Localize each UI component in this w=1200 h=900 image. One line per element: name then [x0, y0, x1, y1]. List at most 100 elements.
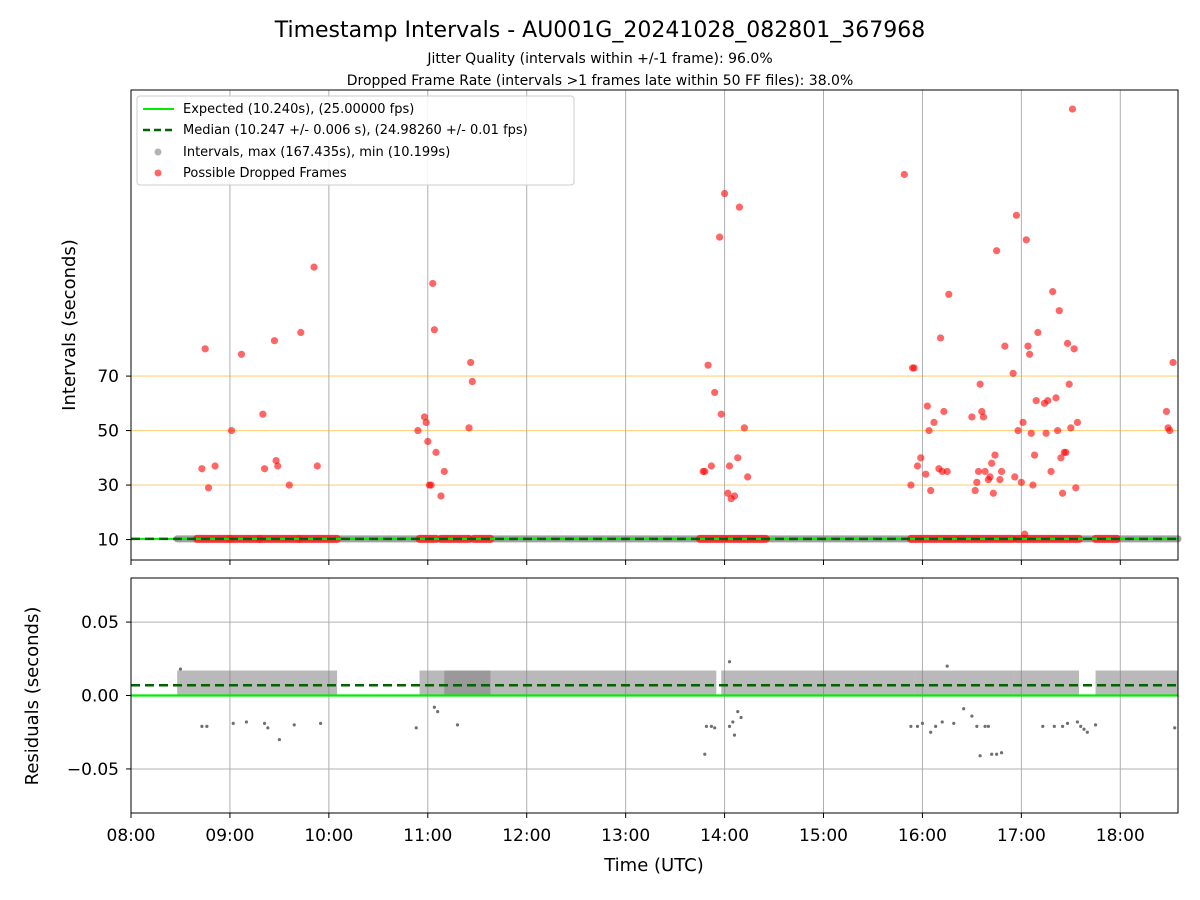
residuals-point-cluster	[721, 670, 915, 696]
x-axis-label: Time (UTC)	[603, 855, 704, 876]
residual-point	[975, 724, 979, 728]
dropped-frame-point	[716, 233, 724, 241]
residuals-y-tick-label: 0.05	[81, 613, 119, 633]
residual-point	[200, 724, 204, 728]
residual-point	[1041, 724, 1045, 728]
x-tick-label: 11:00	[403, 826, 452, 846]
dropped-frame-point	[204, 484, 213, 492]
residual-point	[727, 724, 732, 728]
residual-point	[732, 733, 737, 737]
dropped-frame-point	[1012, 211, 1021, 219]
dropped-frame-point	[1162, 407, 1171, 416]
dropped-frame-point	[1063, 339, 1072, 347]
dropped-frame-point	[930, 418, 938, 427]
residual-point	[1079, 724, 1083, 728]
legend-intervals-label: Intervals, max (167.435s), min (10.199s)	[183, 145, 450, 160]
intervals-reference-lines	[131, 375, 1178, 486]
dropped-frame-point	[1166, 426, 1174, 435]
dropped-frame-point	[1022, 236, 1030, 244]
dropped-frame-point	[971, 486, 979, 495]
residual-point	[731, 720, 735, 724]
legend-median-label: Median (10.247 +/- 0.006 s), (24.98260 +…	[183, 123, 528, 138]
residual-point	[909, 724, 913, 728]
x-tick-label: 18:00	[1096, 826, 1145, 846]
residual-point	[1065, 721, 1070, 726]
dropped-frame-point	[978, 407, 986, 416]
dropped-frame-point	[1011, 473, 1019, 481]
legend: Expected (10.240s), (25.00000 fps) Media…	[136, 95, 575, 186]
legend-dropped-label: Possible Dropped Frames	[183, 166, 347, 181]
dropped-frame-point	[297, 328, 305, 337]
x-tick-label: 13:00	[601, 826, 650, 846]
dropped-frame-point	[430, 326, 438, 334]
dropped-frame-point	[432, 448, 440, 456]
dropped-frame-point	[1070, 345, 1078, 353]
dropped-frame-point	[989, 489, 997, 497]
intervals-y-axis-label: Intervals (seconds)	[59, 239, 80, 411]
x-tick-label: 10:00	[304, 826, 353, 846]
dropped-frame-point	[1030, 451, 1039, 459]
dropped-frame-point	[927, 486, 935, 495]
dropped-frame-point	[1021, 530, 1029, 538]
dropped-frame-point	[272, 456, 280, 465]
dropped-frame-point	[744, 473, 752, 481]
dropped-frame-point	[201, 345, 209, 353]
residuals-y-tick-label: 0.00	[81, 687, 119, 707]
dropped-frame-point	[310, 263, 318, 271]
dropped-frame-point	[991, 451, 999, 459]
residuals-x-ticks: 08:00 09:00 10:00 11:00 12:00 13:00 14:00 15:00…	[107, 813, 1145, 846]
dropped-frame-point	[724, 489, 732, 497]
residual-point	[978, 754, 982, 758]
intervals-plot-frame	[130, 89, 1179, 561]
legend-dropped-swatch	[154, 169, 162, 177]
dropped-frame-point	[936, 334, 945, 342]
residual-point	[709, 724, 713, 728]
dropped-frame-point	[707, 462, 715, 470]
dropped-frame-point	[925, 426, 933, 435]
dropped-frame-point	[260, 465, 269, 473]
residuals-plot-panel: 0.05 0.00 −0.05 08:00 09:00 10:00 11:00 12:00 1…	[22, 577, 1179, 876]
residual-point	[432, 705, 436, 709]
residual-point	[1060, 724, 1065, 728]
dropped-frame-point	[945, 290, 953, 298]
residual-point	[739, 715, 743, 720]
residuals-point-cluster	[914, 670, 1014, 696]
dropped-frame-point	[259, 410, 267, 418]
legend-intervals-swatch	[154, 148, 162, 156]
dropped-frame-point	[1068, 105, 1077, 113]
dropped-frame-point	[440, 467, 448, 476]
dropped-frame-point	[917, 454, 925, 462]
dropped-frame-point	[1067, 424, 1075, 432]
residual-point	[915, 724, 920, 728]
dropped-frame-point	[1014, 426, 1022, 435]
residual-point	[455, 723, 460, 727]
residual-point	[1173, 726, 1177, 730]
residuals-y-ticks: 0.05 0.00 −0.05	[67, 613, 131, 780]
x-tick-label: 16:00	[898, 826, 947, 846]
dropped-frame-point	[996, 476, 1004, 484]
dropped-frame-point	[1017, 478, 1025, 486]
residual-point	[205, 724, 209, 728]
intervals-y-tick-label: 50	[97, 422, 119, 442]
dropped-frame-point	[1054, 426, 1062, 435]
dropped-frame-point	[429, 279, 437, 288]
dropped-frame-point	[986, 473, 994, 481]
residuals-data	[131, 660, 1178, 758]
dropped-frame-point	[274, 462, 282, 470]
dropped-frame-point	[1057, 454, 1065, 462]
residual-point	[970, 714, 974, 718]
dropped-frame-point	[465, 424, 473, 432]
legend-box	[136, 95, 575, 186]
dropped-frame-point	[1055, 307, 1063, 315]
x-tick-label: 17:00	[997, 826, 1046, 846]
residual-point	[945, 664, 949, 668]
dropped-frame-point	[198, 465, 206, 473]
dropped-frame-point	[424, 437, 432, 446]
dropped-frame-point	[1058, 489, 1067, 497]
dropped-frame-point	[979, 413, 988, 421]
dropped-frame-point	[1044, 397, 1052, 405]
residuals-point-cluster	[1013, 670, 1080, 696]
residual-point	[962, 707, 966, 711]
x-tick-label: 08:00	[107, 826, 156, 846]
